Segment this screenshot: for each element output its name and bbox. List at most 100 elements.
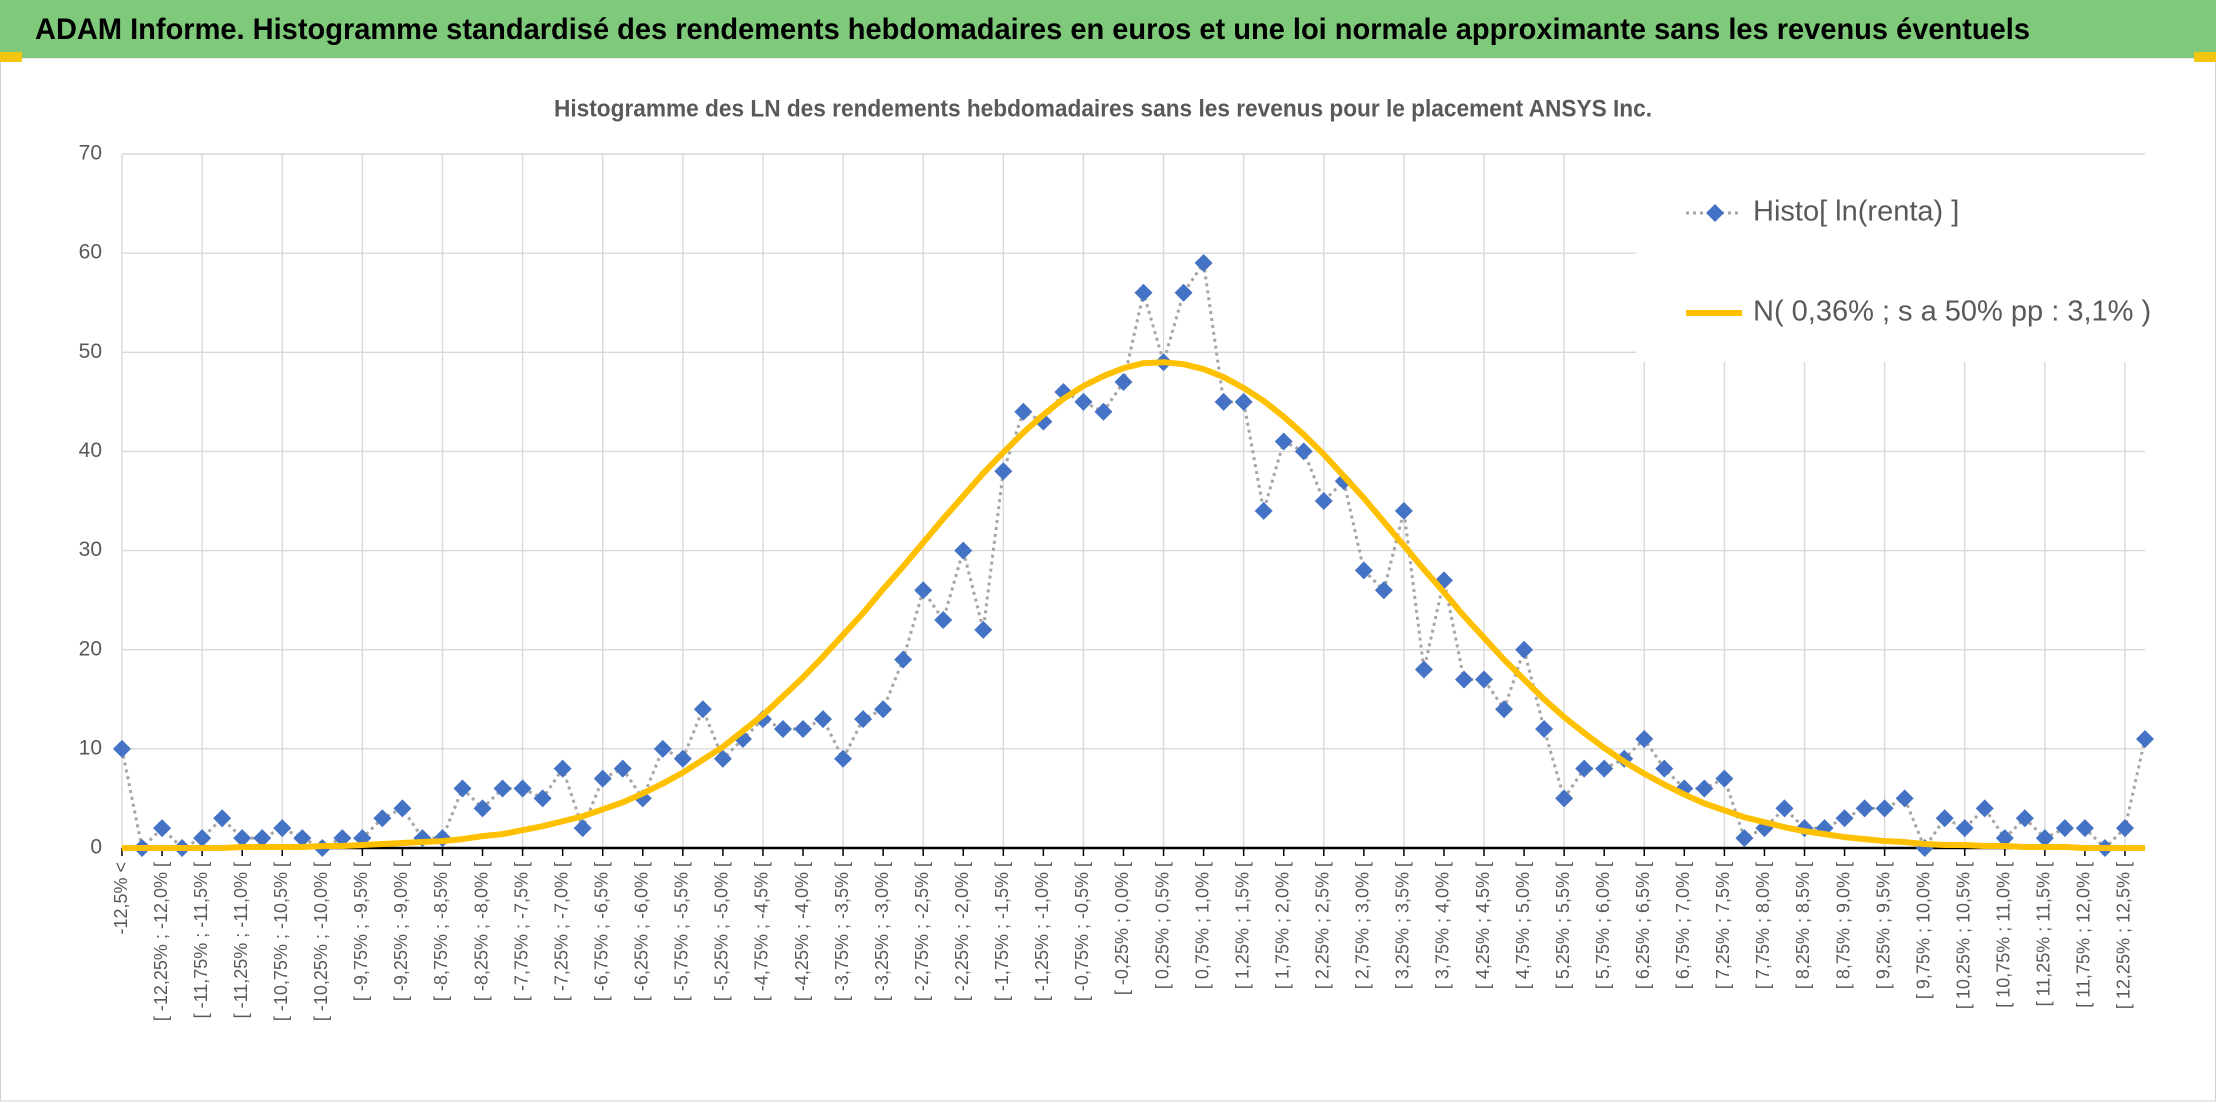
data-point — [1254, 501, 1273, 520]
data-point — [1294, 442, 1313, 461]
y-tick-label: 10 — [79, 736, 102, 759]
header-accent — [2194, 52, 2216, 62]
data-point — [1354, 561, 1373, 580]
data-point — [1234, 392, 1253, 411]
data-point — [293, 829, 312, 848]
data-point — [1975, 799, 1994, 818]
data-point — [834, 749, 853, 768]
x-tick-label: [ 9,25% ; 9,5% [ — [1873, 862, 1893, 989]
data-point — [1855, 799, 1874, 818]
data-point — [1495, 700, 1514, 719]
data-point — [1715, 769, 1734, 788]
x-tick-label: [ 5,25% ; 5,5% [ — [1553, 862, 1573, 989]
x-tick-label: [ 10,25% ; 10,5% [ — [1953, 862, 1973, 1009]
legend-label: N( 0,36% ; s a 50% pp : 3,1% ) — [1753, 296, 2151, 328]
x-tick-label: [ -10,25% ; -10,0% [ — [311, 862, 331, 1021]
data-point — [253, 829, 272, 848]
data-point — [533, 789, 552, 808]
x-tick-label: [ -5,75% ; -5,5% [ — [672, 862, 692, 1001]
x-tick-label: [ -9,75% ; -9,5% [ — [351, 862, 371, 1001]
data-point — [1695, 779, 1714, 798]
data-point — [613, 759, 632, 778]
x-tick-label: [ 4,25% ; 4,5% [ — [1473, 862, 1493, 989]
x-tick-label: [ 4,75% ; 5,0% [ — [1513, 862, 1533, 989]
data-point — [1955, 819, 1974, 838]
x-tick-label: [ 0,25% ; 0,5% [ — [1152, 862, 1172, 989]
x-tick-label: [ 2,25% ; 2,5% [ — [1313, 862, 1333, 989]
data-point — [513, 779, 532, 798]
x-tick-label: [ -2,25% ; -2,0% [ — [952, 862, 972, 1001]
x-tick-label: [ 3,25% ; 3,5% [ — [1393, 862, 1413, 989]
header-accent — [0, 52, 22, 62]
data-point — [1555, 789, 1574, 808]
x-tick-label: [ -6,25% ; -6,0% [ — [632, 862, 652, 1001]
x-tick-label: [ 7,75% ; 8,0% [ — [1753, 862, 1773, 989]
data-point — [1174, 283, 1193, 302]
data-point — [393, 799, 412, 818]
y-tick-label: 50 — [79, 340, 102, 363]
data-point — [273, 819, 292, 838]
data-point — [1575, 759, 1594, 778]
data-point — [673, 749, 692, 768]
data-point — [473, 799, 492, 818]
data-point — [2115, 819, 2134, 838]
data-point — [453, 779, 472, 798]
x-tick-label: [ 5,75% ; 6,0% [ — [1593, 862, 1613, 989]
data-point — [994, 462, 1013, 481]
data-point — [1074, 392, 1093, 411]
data-point — [1535, 720, 1554, 739]
x-tick-label: [ -9,25% ; -9,0% [ — [391, 862, 411, 1001]
data-point — [1935, 809, 1954, 828]
y-tick-label: 70 — [79, 142, 102, 165]
data-point — [1775, 799, 1794, 818]
data-point — [373, 809, 392, 828]
data-point — [1414, 660, 1433, 679]
x-tick-label: [ 6,75% ; 7,0% [ — [1673, 862, 1693, 989]
data-point — [1214, 392, 1233, 411]
x-tick-label: [ 11,25% ; 11,5% [ — [2034, 862, 2054, 1006]
data-point — [713, 749, 732, 768]
y-tick-label: 60 — [79, 241, 102, 264]
data-point — [193, 829, 212, 848]
plot — [113, 254, 2154, 857]
data-point — [934, 610, 953, 629]
x-tick-label: [ -4,25% ; -4,0% [ — [792, 862, 812, 1001]
data-point — [213, 809, 232, 828]
x-tick-label: [ -8,25% ; -8,0% [ — [471, 862, 491, 1001]
x-tick-label: [ -0,75% ; -0,5% [ — [1072, 862, 1092, 1001]
x-tick-label: [ 6,25% ; 6,5% [ — [1633, 862, 1653, 989]
series-line — [122, 359, 2145, 851]
data-point — [233, 829, 252, 848]
x-tick-label: [ 11,75% ; 12,0% [ — [2074, 862, 2094, 1008]
header-bar — [0, 0, 2216, 58]
x-tick-label: [ -12,25% ; -12,0% [ — [151, 862, 171, 1021]
data-point — [1374, 581, 1393, 600]
x-tick-label: [ -0,25% ; 0,0% [ — [1112, 862, 1132, 995]
x-tick-label: [ -2,75% ; -2,5% [ — [912, 862, 932, 1001]
data-point — [1454, 670, 1473, 689]
x-tick-label: [ 0,75% ; 1,0% [ — [1192, 862, 1212, 989]
data-point — [1014, 402, 1033, 421]
data-point — [593, 769, 612, 788]
data-point — [153, 819, 172, 838]
x-tick-label: [ -1,75% ; -1,5% [ — [992, 862, 1012, 1001]
data-point — [1635, 729, 1654, 748]
data-point — [1314, 492, 1333, 510]
data-point — [1134, 283, 1153, 302]
x-tick-label: [ 2,75% ; 3,0% [ — [1353, 862, 1373, 989]
x-tick-label: [ -3,25% ; -3,0% [ — [872, 862, 892, 1001]
x-tick-label: [ -7,25% ; -7,0% [ — [551, 862, 571, 1001]
legend: Histo[ ln(renta) ] N( 0,36% ; s a 50% pp … — [1636, 155, 2151, 362]
x-tick-label: [ -8,75% ; -8,5% [ — [431, 862, 451, 1001]
data-point — [1475, 670, 1494, 689]
data-point — [1875, 799, 1894, 818]
data-point — [113, 739, 131, 758]
data-point — [773, 720, 792, 739]
data-point — [1394, 501, 1413, 520]
data-point — [894, 650, 913, 669]
data-point — [814, 710, 833, 729]
data-point — [1334, 472, 1353, 491]
data-point — [874, 700, 893, 719]
data-point — [914, 581, 933, 600]
